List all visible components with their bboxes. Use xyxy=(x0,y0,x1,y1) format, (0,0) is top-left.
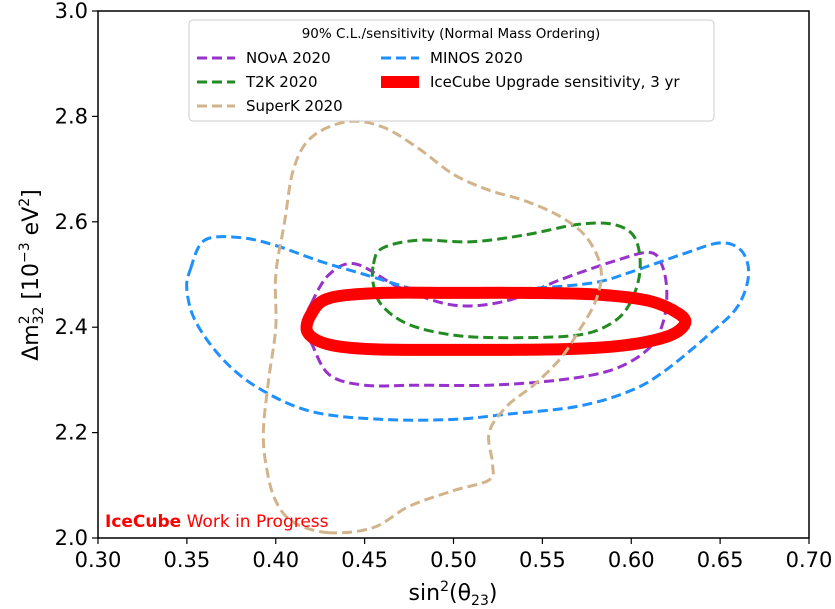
x-tick-label: 0.35 xyxy=(163,548,210,572)
legend-label-nova: NOνA 2020 xyxy=(246,49,331,67)
contour-series-group xyxy=(185,119,751,535)
x-tick-label: 0.65 xyxy=(697,548,744,572)
legend-label-superk: SuperK 2020 xyxy=(246,97,343,115)
icecube-annotation: IceCube Work in Progress xyxy=(105,512,329,532)
annotation-rest: Work in Progress xyxy=(181,512,328,532)
legend-label-t2k: T2K 2020 xyxy=(245,73,317,91)
x-tick-label: 0.50 xyxy=(430,548,477,572)
y-tick-label: 2.8 xyxy=(55,104,88,128)
x-tick-label: 0.60 xyxy=(608,548,655,572)
y-axis-label: Δm232 [10−3 eV2] xyxy=(17,189,47,361)
legend-label-minos: MINOS 2020 xyxy=(430,49,523,67)
y-tick-label: 2.0 xyxy=(55,526,88,550)
x-tick-label: 0.30 xyxy=(75,548,122,572)
contour-minos-2020 xyxy=(185,235,751,422)
contour-superk-2020 xyxy=(261,119,603,535)
legend-label-icecube: IceCube Upgrade sensitivity, 3 yr xyxy=(430,73,680,91)
contour-icecube-upgrade-sensitivity-3-yr xyxy=(300,286,692,356)
y-tick-label: 3.0 xyxy=(55,0,88,23)
y-axis-ticks: 2.0 2.2 2.4 2.6 2.8 3.0 xyxy=(55,0,98,550)
annotation-bold: IceCube xyxy=(105,512,181,532)
x-tick-label: 0.55 xyxy=(519,548,566,572)
y-tick-label: 2.6 xyxy=(55,210,88,234)
contour-t2k-2020 xyxy=(370,221,642,340)
legend-box xyxy=(188,19,715,122)
x-tick-label: 0.45 xyxy=(341,548,388,572)
contour-no-a-2020 xyxy=(300,250,669,388)
y-tick-label: 2.4 xyxy=(55,315,88,339)
legend: 90% C.L./sensitivity (Normal Mass Orderi… xyxy=(188,19,715,122)
legend-title: 90% C.L./sensitivity (Normal Mass Orderi… xyxy=(302,26,601,42)
x-tick-label: 0.70 xyxy=(786,548,833,572)
x-axis-ticks: 0.30 0.35 0.40 0.45 0.50 0.55 0.60 0.65 0.70 xyxy=(75,538,833,572)
x-axis-label: sin2(θ23) xyxy=(409,579,498,609)
x-tick-label: 0.40 xyxy=(252,548,299,572)
y-tick-label: 2.2 xyxy=(55,421,88,445)
